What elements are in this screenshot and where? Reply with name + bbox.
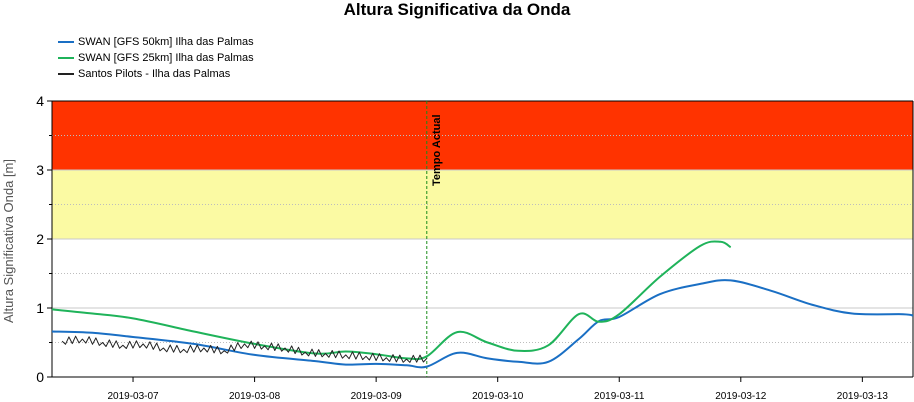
chart-title: Altura Significativa da Onda [343, 0, 571, 19]
x-tick-label: 2019-03-12 [715, 391, 767, 402]
x-tick-label: 2019-03-07 [107, 391, 159, 402]
legend-label: Santos Pilots - Ilha das Palmas [78, 68, 231, 80]
legend-label: SWAN [GFS 50km] Ilha das Palmas [78, 36, 254, 48]
series-line [61, 335, 428, 363]
series-line [51, 240, 732, 361]
legend-item[interactable]: SWAN [GFS 25km] Ilha das Palmas [58, 50, 254, 66]
legend-label: SWAN [GFS 25km] Ilha das Palmas [78, 52, 254, 64]
current-time-label: Tempo Actual [431, 114, 443, 186]
legend-item[interactable]: SWAN [GFS 50km] Ilha das Palmas [58, 34, 254, 50]
legend-swatch [58, 73, 74, 75]
y-tick-label: 3 [36, 162, 44, 178]
x-tick-label: 2019-03-08 [229, 391, 281, 402]
x-tick-label: 2019-03-09 [351, 391, 403, 402]
y-tick-label: 2 [36, 231, 44, 247]
legend: SWAN [GFS 50km] Ilha das Palmas SWAN [GF… [58, 34, 254, 82]
y-tick-label: 0 [36, 369, 44, 385]
x-tick-label: 2019-03-13 [837, 391, 889, 402]
x-tick-label: 2019-03-10 [472, 391, 524, 402]
y-axis-label: Altura Significativa Onda [m] [1, 159, 16, 323]
legend-swatch [58, 57, 74, 59]
legend-item[interactable]: Santos Pilots - Ilha das Palmas [58, 66, 254, 82]
y-tick-label: 4 [36, 93, 44, 109]
x-tick-label: 2019-03-11 [594, 391, 645, 402]
y-tick-label: 1 [36, 300, 44, 316]
series-line [51, 279, 914, 369]
legend-swatch [58, 41, 74, 43]
